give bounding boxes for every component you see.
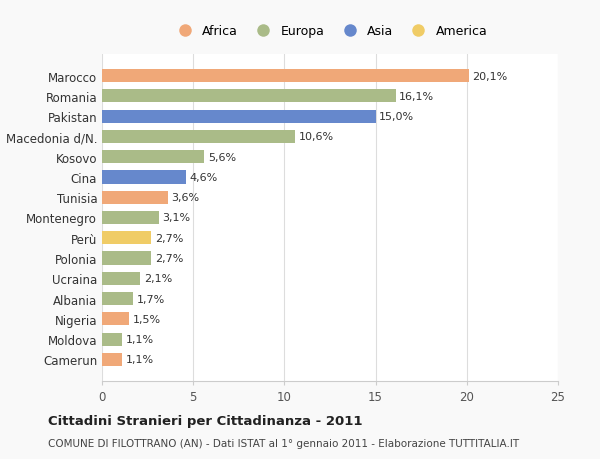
Bar	[102, 212, 158, 224]
Text: 3,6%: 3,6%	[172, 193, 199, 203]
Bar	[102, 232, 151, 245]
Text: 16,1%: 16,1%	[400, 92, 434, 102]
Text: COMUNE DI FILOTTRANO (AN) - Dati ISTAT al 1° gennaio 2011 - Elaborazione TUTTITA: COMUNE DI FILOTTRANO (AN) - Dati ISTAT a…	[48, 438, 519, 448]
Text: 15,0%: 15,0%	[379, 112, 415, 122]
Text: 1,7%: 1,7%	[137, 294, 165, 304]
Text: 3,1%: 3,1%	[162, 213, 190, 223]
Text: 10,6%: 10,6%	[299, 132, 334, 142]
Text: 20,1%: 20,1%	[472, 72, 508, 81]
Bar	[102, 191, 167, 204]
Bar	[102, 90, 395, 103]
Bar	[102, 313, 130, 326]
Bar	[102, 130, 295, 144]
Bar	[102, 151, 204, 164]
Legend: Africa, Europa, Asia, America: Africa, Europa, Asia, America	[166, 19, 494, 45]
Text: 5,6%: 5,6%	[208, 152, 236, 162]
Text: 2,1%: 2,1%	[144, 274, 172, 284]
Bar	[102, 353, 122, 366]
Text: 2,7%: 2,7%	[155, 233, 183, 243]
Bar	[102, 333, 122, 346]
Text: 1,1%: 1,1%	[126, 334, 154, 344]
Text: 2,7%: 2,7%	[155, 253, 183, 263]
Text: 1,5%: 1,5%	[133, 314, 161, 324]
Bar	[102, 272, 140, 285]
Bar	[102, 252, 151, 265]
Text: 1,1%: 1,1%	[126, 355, 154, 364]
Bar	[102, 292, 133, 306]
Text: Cittadini Stranieri per Cittadinanza - 2011: Cittadini Stranieri per Cittadinanza - 2…	[48, 414, 362, 428]
Bar	[102, 171, 186, 184]
Text: 4,6%: 4,6%	[190, 173, 218, 183]
Bar	[102, 110, 376, 123]
Bar	[102, 70, 469, 83]
